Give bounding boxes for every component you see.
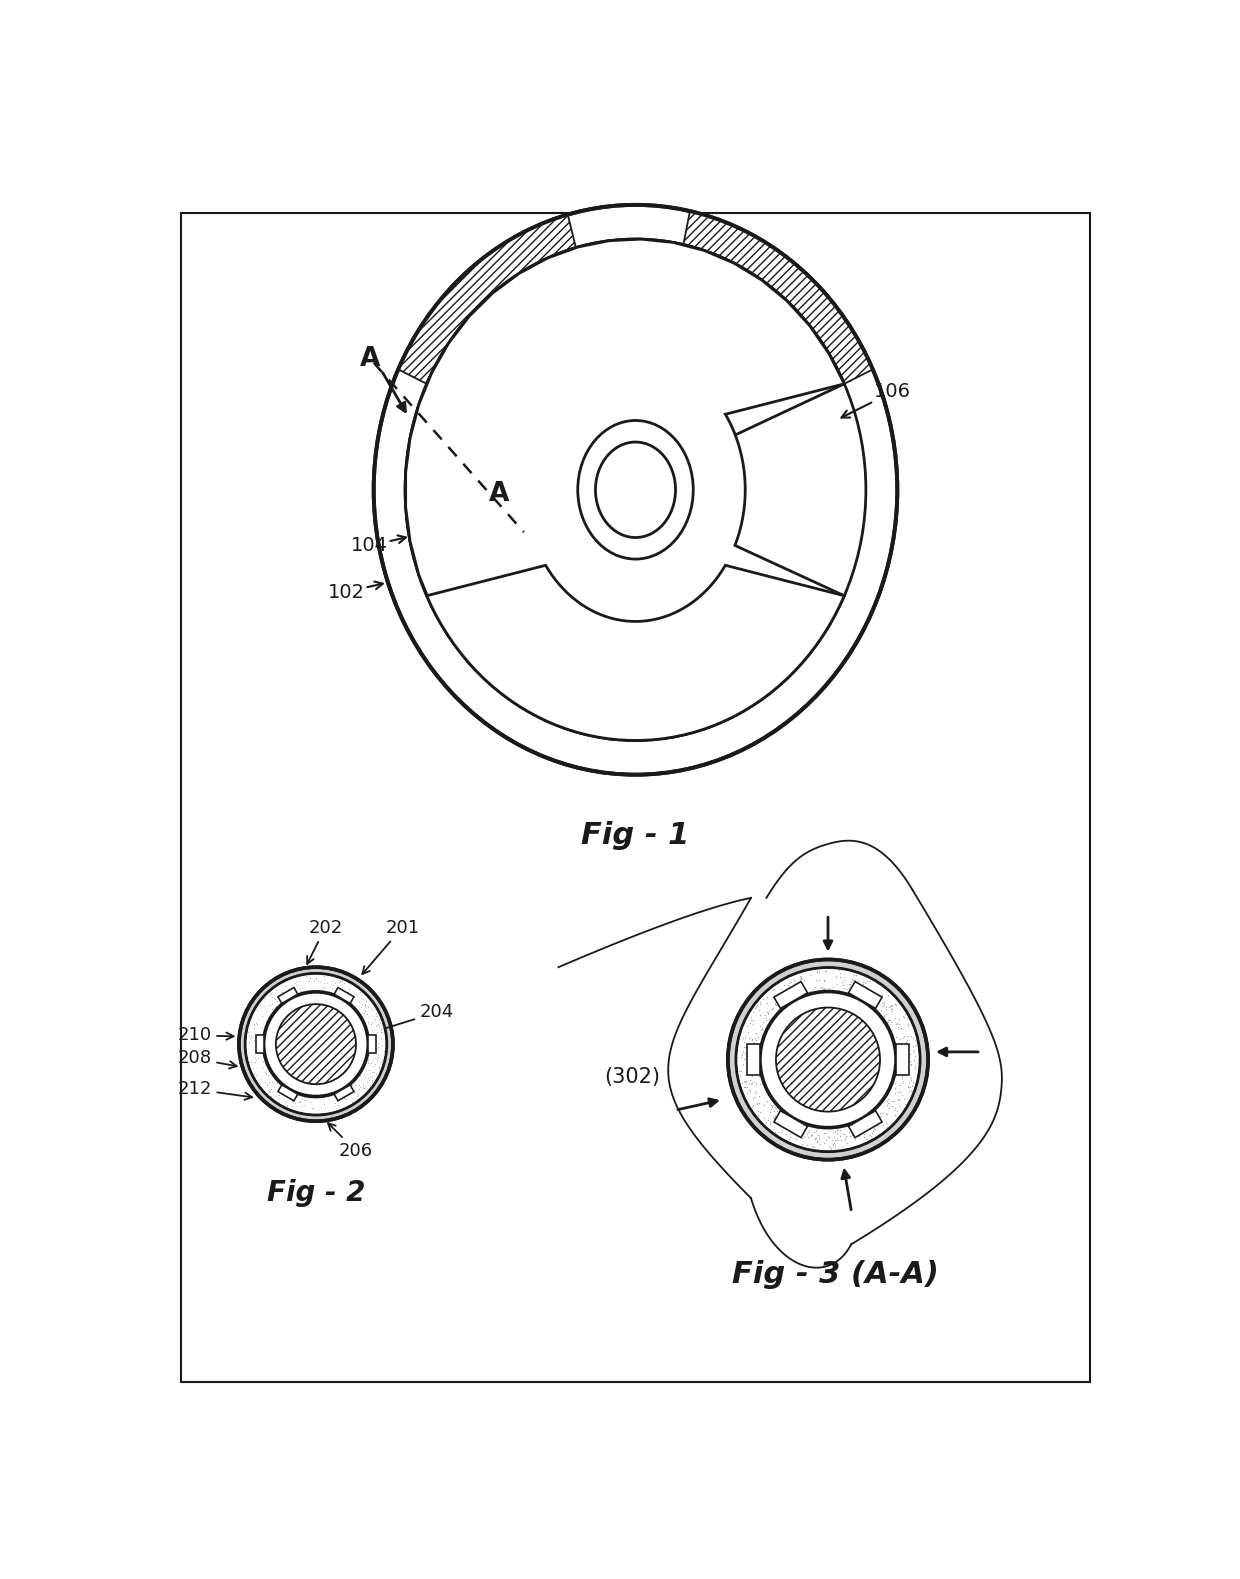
- Polygon shape: [897, 1044, 909, 1075]
- Polygon shape: [427, 565, 844, 741]
- Ellipse shape: [373, 205, 898, 775]
- Text: 104: 104: [351, 535, 405, 556]
- Text: A: A: [490, 480, 510, 507]
- Text: 208: 208: [177, 1050, 237, 1069]
- Polygon shape: [405, 238, 844, 741]
- Polygon shape: [746, 1044, 760, 1075]
- Text: Fig - 3 (A-A): Fig - 3 (A-A): [733, 1260, 939, 1288]
- Polygon shape: [683, 212, 873, 384]
- Text: 206: 206: [329, 1123, 373, 1161]
- Ellipse shape: [405, 238, 866, 741]
- Polygon shape: [848, 982, 882, 1009]
- Polygon shape: [368, 1034, 376, 1053]
- Text: 102: 102: [327, 581, 383, 602]
- Ellipse shape: [277, 1004, 356, 1085]
- Text: 202: 202: [308, 919, 342, 963]
- Ellipse shape: [776, 1007, 880, 1112]
- Text: 201: 201: [362, 919, 419, 974]
- Polygon shape: [278, 987, 298, 1004]
- Ellipse shape: [728, 960, 928, 1159]
- Polygon shape: [405, 384, 546, 595]
- Ellipse shape: [735, 968, 920, 1151]
- Polygon shape: [278, 1085, 298, 1101]
- Polygon shape: [774, 1110, 807, 1137]
- Polygon shape: [427, 238, 844, 441]
- Ellipse shape: [760, 992, 897, 1127]
- Polygon shape: [848, 1110, 882, 1137]
- Polygon shape: [774, 982, 807, 1009]
- Text: 204: 204: [377, 1003, 454, 1033]
- Polygon shape: [255, 1034, 264, 1053]
- Text: A: A: [360, 346, 379, 373]
- Ellipse shape: [239, 968, 393, 1121]
- Ellipse shape: [578, 420, 693, 559]
- Text: 212: 212: [177, 1080, 252, 1101]
- Polygon shape: [398, 215, 575, 384]
- Polygon shape: [334, 987, 353, 1004]
- Text: Fig - 2: Fig - 2: [267, 1180, 365, 1206]
- Text: 210: 210: [177, 1026, 233, 1044]
- Polygon shape: [334, 1085, 353, 1101]
- Text: 106: 106: [842, 382, 911, 417]
- Ellipse shape: [246, 973, 387, 1115]
- Text: Fig - 1: Fig - 1: [582, 821, 689, 850]
- Text: (302): (302): [605, 1067, 661, 1086]
- Ellipse shape: [595, 442, 676, 537]
- Ellipse shape: [264, 992, 368, 1096]
